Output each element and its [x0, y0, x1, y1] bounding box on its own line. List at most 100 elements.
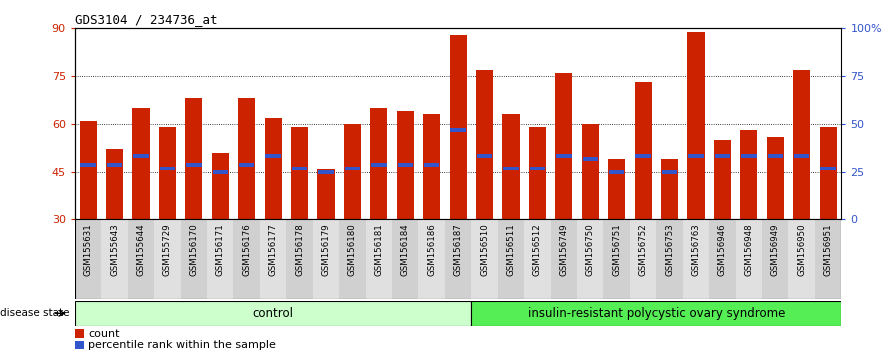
Bar [687, 32, 705, 219]
Bar [264, 118, 282, 219]
Bar [630, 219, 656, 299]
Bar [101, 219, 128, 299]
Bar [471, 219, 498, 299]
Bar [581, 124, 599, 219]
Bar [820, 167, 836, 170]
Text: GSM155643: GSM155643 [110, 223, 119, 276]
Bar [524, 219, 551, 299]
Bar [339, 219, 366, 299]
Bar [344, 167, 360, 170]
Bar [344, 124, 361, 219]
Bar [397, 164, 413, 167]
Text: GSM156176: GSM156176 [242, 223, 251, 276]
Bar [793, 70, 811, 219]
Bar [551, 219, 577, 299]
Bar [371, 164, 387, 167]
Bar [292, 167, 307, 170]
Text: GSM156171: GSM156171 [216, 223, 225, 276]
Bar [211, 153, 229, 219]
Text: GSM156184: GSM156184 [401, 223, 410, 276]
Bar [132, 108, 150, 219]
Bar [286, 219, 313, 299]
Text: GSM156186: GSM156186 [427, 223, 436, 276]
Bar [608, 159, 626, 219]
Bar [714, 154, 730, 158]
Text: GSM156948: GSM156948 [744, 223, 753, 276]
Bar [207, 219, 233, 299]
Text: GSM156170: GSM156170 [189, 223, 198, 276]
Text: GSM156763: GSM156763 [692, 223, 700, 276]
Bar [80, 164, 96, 167]
Bar [688, 154, 704, 158]
Bar [154, 219, 181, 299]
Bar [212, 170, 228, 173]
Bar [75, 301, 471, 326]
Bar [741, 154, 757, 158]
Bar [181, 219, 207, 299]
Text: GSM156750: GSM156750 [586, 223, 595, 276]
Bar [317, 169, 335, 219]
Bar [577, 219, 603, 299]
Text: GDS3104 / 234736_at: GDS3104 / 234736_at [75, 13, 218, 26]
Text: GSM156751: GSM156751 [612, 223, 621, 276]
Bar [740, 130, 758, 219]
Text: GSM156752: GSM156752 [639, 223, 648, 276]
Bar [265, 154, 281, 158]
Bar [788, 219, 815, 299]
Bar [529, 167, 545, 170]
Text: GSM156512: GSM156512 [533, 223, 542, 276]
Bar [736, 219, 762, 299]
Text: GSM156946: GSM156946 [718, 223, 727, 276]
Bar [471, 301, 841, 326]
Bar [318, 170, 334, 173]
Text: GSM156179: GSM156179 [322, 223, 330, 276]
Bar [766, 137, 784, 219]
Bar [498, 219, 524, 299]
Bar [476, 70, 493, 219]
Bar [529, 127, 546, 219]
Bar [767, 154, 783, 158]
Bar [445, 219, 471, 299]
Bar [683, 219, 709, 299]
Text: GSM156177: GSM156177 [269, 223, 278, 276]
Text: GSM156187: GSM156187 [454, 223, 463, 276]
Bar [762, 219, 788, 299]
Text: GSM156180: GSM156180 [348, 223, 357, 276]
Bar [239, 164, 255, 167]
Bar [656, 219, 683, 299]
Text: GSM155729: GSM155729 [163, 223, 172, 276]
Bar [709, 219, 736, 299]
Bar [233, 219, 260, 299]
Bar [424, 164, 440, 167]
Bar [819, 127, 837, 219]
Bar [418, 219, 445, 299]
Bar [366, 219, 392, 299]
Bar [107, 164, 122, 167]
Text: disease state: disease state [0, 308, 70, 318]
Bar [503, 167, 519, 170]
Bar [662, 170, 677, 173]
Bar [313, 219, 339, 299]
Text: GSM156949: GSM156949 [771, 223, 780, 276]
Bar [159, 167, 175, 170]
Bar [79, 121, 97, 219]
Text: control: control [253, 307, 293, 320]
Bar [582, 157, 598, 161]
Bar [794, 154, 810, 158]
Bar [634, 82, 652, 219]
Text: GSM156178: GSM156178 [295, 223, 304, 276]
Text: GSM156511: GSM156511 [507, 223, 515, 276]
Text: count: count [88, 329, 120, 339]
Bar [370, 108, 388, 219]
Text: GSM155631: GSM155631 [84, 223, 93, 276]
Bar [556, 154, 572, 158]
Bar [423, 114, 440, 219]
Bar [609, 170, 625, 173]
Text: GSM156753: GSM156753 [665, 223, 674, 276]
Bar [106, 149, 123, 219]
Bar [128, 219, 154, 299]
Bar [185, 98, 203, 219]
Bar [186, 164, 202, 167]
Bar [75, 329, 85, 338]
Bar [449, 35, 467, 219]
